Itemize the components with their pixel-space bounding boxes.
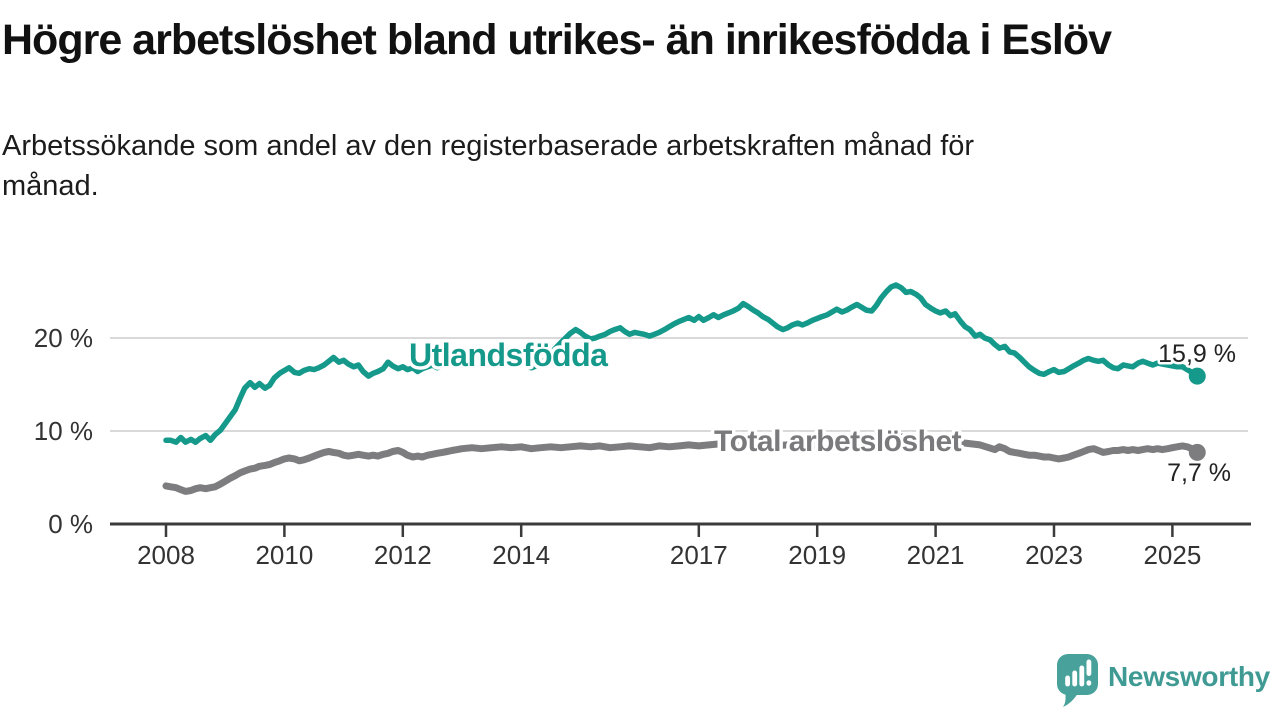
y-tick-label: 20 % [34,323,93,353]
end-value-label-utlandsfodda: 15,9 % [1158,340,1236,368]
newsworthy-logo-text: Newsworthy [1108,661,1271,692]
chart-subtitle-line-1: Arbetssökande som andel av den registerb… [2,130,975,162]
newsworthy-logo-icon [1057,654,1098,707]
y-tick-label: 10 % [34,416,93,446]
logo-speech-bubble [1057,654,1098,695]
series-end-dot-total-arbetsloshet [1188,443,1206,461]
logo-speech-bubble-tail [1063,691,1078,707]
y-tick-label: 0 % [48,509,93,539]
series-label-utlandsfodda: Utlandsfödda [409,337,608,373]
chart-subtitle-line-2: månad. [2,170,99,202]
chart-generated-layer: 0 % 10 % 20 % 2008 2010 2012 2014 2017 2019 2021 2… [34,282,1251,570]
logo-bar-chart-icon [1065,659,1092,687]
x-tick-label: 2010 [255,540,313,570]
chart-label-layer: Utlandsfödda Total arbetslöshet 15,9 % 7… [406,334,1239,490]
series-label-total-arbetsloshet: Total arbetslöshet [714,425,962,458]
x-tick-label: 2008 [137,540,195,570]
series-line-total-arbetsloshet [162,433,1201,495]
x-tick-label: 2014 [492,540,550,570]
end-value-label-total-arbetsloshet: 7,7 % [1167,459,1231,487]
chart-title: Högre arbetslöshet bland utrikes- än inr… [2,16,1112,64]
series-line-utlandsfodda [163,282,1201,445]
newsworthy-logo: Newsworthy [1057,654,1271,707]
x-tick-label: 2019 [788,540,846,570]
x-tick-label: 2012 [374,540,432,570]
chart-subtitle: Arbetssökande som andel av den registerb… [2,126,1202,206]
x-tick-label: 2023 [1025,540,1083,570]
x-tick-label: 2017 [670,540,728,570]
x-tick-label: 2025 [1143,540,1201,570]
series-end-dot-utlandsfodda [1188,367,1206,385]
x-tick-label: 2021 [907,540,965,570]
